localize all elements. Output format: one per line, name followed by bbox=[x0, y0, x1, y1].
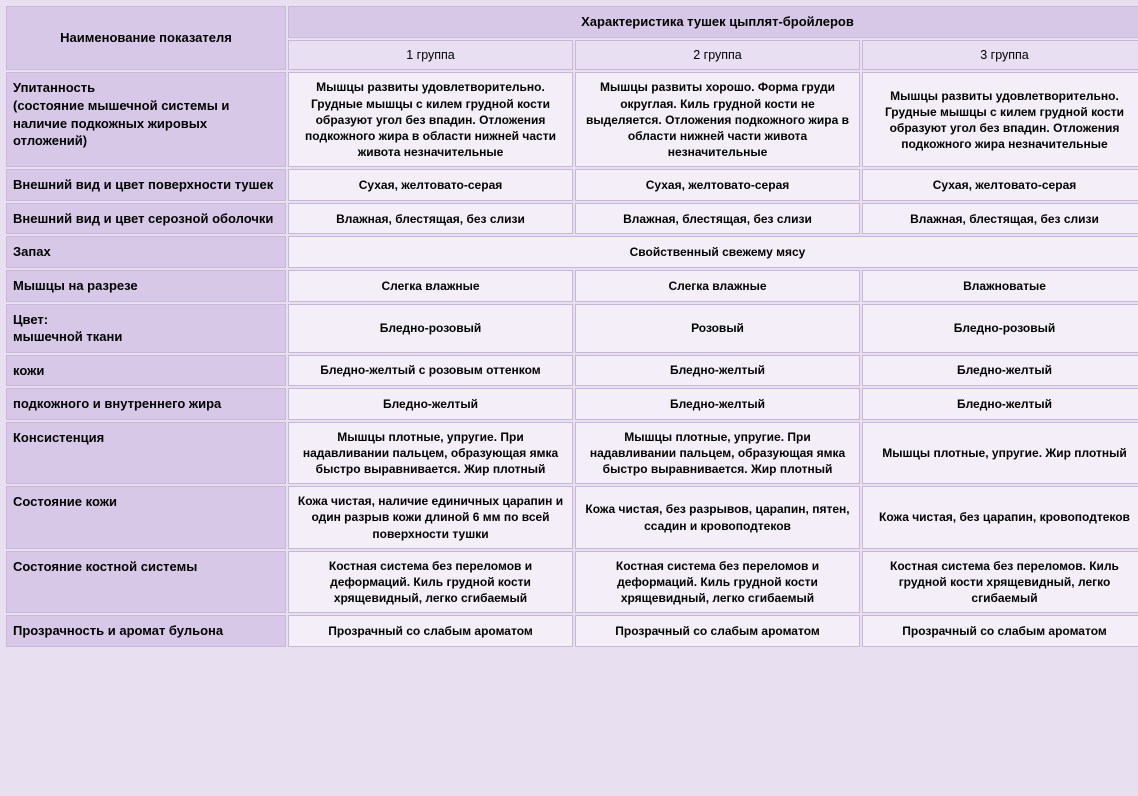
row-cell: Слегка влажные bbox=[575, 270, 860, 302]
row-label: Упитанность(состояние мышечной системы и… bbox=[6, 72, 286, 167]
header-row-1: Наименование показателя Характеристика т… bbox=[6, 6, 1138, 38]
header-group-title: Характеристика тушек цыплят-бройлеров bbox=[288, 6, 1138, 38]
row-cell: Влажная, блестящая, без слизи bbox=[575, 203, 860, 235]
table-row: Цвет:мышечной тканиБледно-розовыйРозовый… bbox=[6, 304, 1138, 353]
row-cell: Влажная, блестящая, без слизи bbox=[288, 203, 573, 235]
row-label: Запах bbox=[6, 236, 286, 268]
header-group-3: 3 группа bbox=[862, 40, 1138, 71]
row-cell: Сухая, желтовато-серая bbox=[575, 169, 860, 201]
table-body: Упитанность(состояние мышечной системы и… bbox=[6, 72, 1138, 647]
row-label: подкожного и внутреннего жира bbox=[6, 388, 286, 420]
table-row: ЗапахСвойственный свежему мясу bbox=[6, 236, 1138, 268]
row-cell: Мышцы плотные, упругие. Жир плотный bbox=[862, 422, 1138, 485]
row-cell: Мышцы развиты хорошо. Форма груди округл… bbox=[575, 72, 860, 167]
table-row: Внешний вид и цвет серозной оболочкиВлаж… bbox=[6, 203, 1138, 235]
row-cell: Кожа чистая, без царапин, кровоподтеков bbox=[862, 486, 1138, 549]
row-cell: Слегка влажные bbox=[288, 270, 573, 302]
row-cell: Костная система без переломов. Киль груд… bbox=[862, 551, 1138, 614]
row-cell: Прозрачный со слабым ароматом bbox=[575, 615, 860, 647]
row-cell: Бледно-желтый с розовым оттенком bbox=[288, 355, 573, 387]
table-row: Прозрачность и аромат бульонаПрозрачный … bbox=[6, 615, 1138, 647]
row-cell: Кожа чистая, наличие единичных царапин и… bbox=[288, 486, 573, 549]
row-cell: Прозрачный со слабым ароматом bbox=[862, 615, 1138, 647]
row-label: Цвет:мышечной ткани bbox=[6, 304, 286, 353]
row-label: Внешний вид и цвет поверхности тушек bbox=[6, 169, 286, 201]
row-cell: Бледно-желтый bbox=[575, 388, 860, 420]
row-cell: Бледно-розовый bbox=[288, 304, 573, 353]
row-span-cell: Свойственный свежему мясу bbox=[288, 236, 1138, 268]
row-cell: Розовый bbox=[575, 304, 860, 353]
table-row: подкожного и внутреннего жираБледно-желт… bbox=[6, 388, 1138, 420]
header-name: Наименование показателя bbox=[6, 6, 286, 70]
row-label: Прозрачность и аромат бульона bbox=[6, 615, 286, 647]
table-row: Упитанность(состояние мышечной системы и… bbox=[6, 72, 1138, 167]
row-cell: Бледно-желтый bbox=[862, 355, 1138, 387]
row-cell: Мышцы плотные, упругие. При надавливании… bbox=[575, 422, 860, 485]
row-cell: Влажная, блестящая, без слизи bbox=[862, 203, 1138, 235]
header-group-1: 1 группа bbox=[288, 40, 573, 71]
row-cell: Мышцы плотные, упругие. При надавливании… bbox=[288, 422, 573, 485]
row-cell: Сухая, желтовато-серая bbox=[288, 169, 573, 201]
header-group-2: 2 группа bbox=[575, 40, 860, 71]
row-cell: Мышцы развиты удовлетворительно. Грудные… bbox=[288, 72, 573, 167]
table-row: КонсистенцияМышцы плотные, упругие. При … bbox=[6, 422, 1138, 485]
row-cell: Влажноватые bbox=[862, 270, 1138, 302]
row-cell: Бледно-желтый bbox=[862, 388, 1138, 420]
row-label: Консистенция bbox=[6, 422, 286, 485]
row-label: кожи bbox=[6, 355, 286, 387]
row-label: Состояние кожи bbox=[6, 486, 286, 549]
row-cell: Бледно-желтый bbox=[575, 355, 860, 387]
row-label: Внешний вид и цвет серозной оболочки bbox=[6, 203, 286, 235]
row-cell: Костная система без переломов и деформац… bbox=[288, 551, 573, 614]
characteristics-table: Наименование показателя Характеристика т… bbox=[4, 4, 1138, 649]
row-cell: Костная система без переломов и деформац… bbox=[575, 551, 860, 614]
table-row: Внешний вид и цвет поверхности тушекСуха… bbox=[6, 169, 1138, 201]
row-cell: Кожа чистая, без разрывов, царапин, пяте… bbox=[575, 486, 860, 549]
row-cell: Бледно-розовый bbox=[862, 304, 1138, 353]
row-label: Состояние костной системы bbox=[6, 551, 286, 614]
row-cell: Мышцы развиты удовлетворительно. Грудные… bbox=[862, 72, 1138, 167]
table-row: Мышцы на разрезеСлегка влажныеСлегка вла… bbox=[6, 270, 1138, 302]
table-row: Состояние костной системыКостная система… bbox=[6, 551, 1138, 614]
row-cell: Бледно-желтый bbox=[288, 388, 573, 420]
row-label: Мышцы на разрезе bbox=[6, 270, 286, 302]
table-row: кожиБледно-желтый с розовым оттенкомБлед… bbox=[6, 355, 1138, 387]
row-cell: Сухая, желтовато-серая bbox=[862, 169, 1138, 201]
table-row: Состояние кожиКожа чистая, наличие едини… bbox=[6, 486, 1138, 549]
row-cell: Прозрачный со слабым ароматом bbox=[288, 615, 573, 647]
